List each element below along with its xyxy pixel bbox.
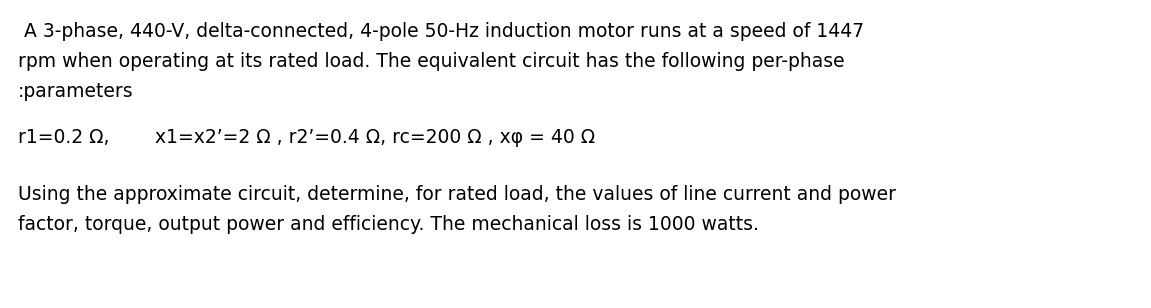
Text: Using the approximate circuit, determine, for rated load, the values of line cur: Using the approximate circuit, determine… (18, 185, 895, 204)
Text: A 3-phase, 440-V, delta-connected, 4-pole 50-Hz induction motor runs at a speed : A 3-phase, 440-V, delta-connected, 4-pol… (18, 22, 864, 41)
Text: x1=x2’=2 Ω , r2’=0.4 Ω, rc=200 Ω , xφ = 40 Ω: x1=x2’=2 Ω , r2’=0.4 Ω, rc=200 Ω , xφ = … (155, 128, 595, 147)
Text: factor, torque, output power and efficiency. The mechanical loss is 1000 watts.: factor, torque, output power and efficie… (18, 215, 759, 234)
Text: r1=0.2 Ω,: r1=0.2 Ω, (18, 128, 109, 147)
Text: rpm when operating at its rated load. The equivalent circuit has the following p: rpm when operating at its rated load. Th… (18, 52, 845, 71)
Text: :parameters: :parameters (18, 82, 134, 101)
